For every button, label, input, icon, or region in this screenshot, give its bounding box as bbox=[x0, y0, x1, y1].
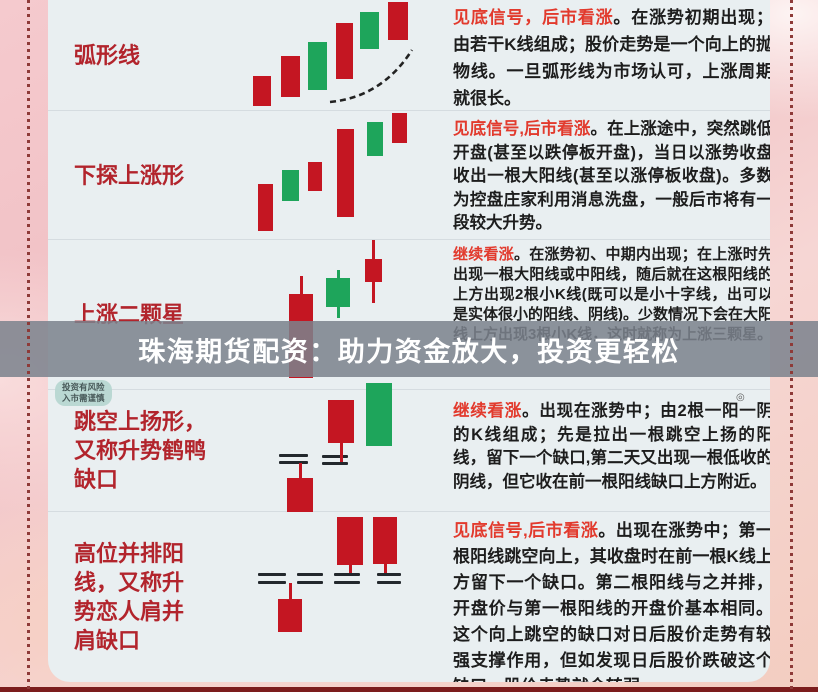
watermark-text: 珠海期货配资：助力资金放大，投资更轻松 bbox=[138, 336, 680, 367]
right-dotted-divider bbox=[790, 0, 793, 692]
candlestick-diagram bbox=[48, 512, 770, 682]
gap-marker-line bbox=[279, 461, 308, 464]
pattern-label-column: 下探上涨形 bbox=[48, 111, 238, 239]
gap-marker-line bbox=[334, 573, 360, 576]
gap-marker-line bbox=[279, 454, 308, 457]
gap-marker-line bbox=[322, 462, 348, 465]
red-candle bbox=[253, 76, 271, 106]
description-body: 。在涨势初期出现；由若干K线组成；股价走势是一个向上的抛物线。一旦弧形线为市场认… bbox=[453, 8, 770, 108]
pattern-label-column: 跳空上扬形，又称升势鹤鸭缺口 bbox=[48, 390, 238, 511]
red-candle bbox=[365, 259, 382, 282]
candlestick-diagram bbox=[48, 0, 770, 110]
signal-phrase: 继续看涨 bbox=[453, 402, 523, 420]
red-candle-wick bbox=[299, 276, 303, 294]
pattern-description: 见底信号,后市看涨。在上涨途中，突然跳低开盘(甚至以跌停板开盘)，当日以涨势收盘… bbox=[453, 118, 770, 236]
green-candle bbox=[326, 278, 350, 307]
pattern-name: 高位并排阳线，又称升势恋人肩并肩缺口 bbox=[74, 541, 185, 653]
bottom-border-bar bbox=[0, 687, 818, 692]
signal-phrase: 见底信号,后市看涨 bbox=[453, 120, 591, 138]
red-candle bbox=[281, 56, 300, 97]
gap-marker-line bbox=[258, 581, 286, 584]
gap-marker-line bbox=[377, 573, 401, 576]
green-candle bbox=[366, 383, 392, 446]
description-body: 。出现在涨势中；由2根一阳一阴的K线组成；先是拉出一根跳空上扬的阳线，留下一个缺… bbox=[453, 402, 770, 491]
description-body: 。出现在涨势中；第一根阳线跳空向上，其收盘时在前一根K线上方留下一个缺口。第二根… bbox=[453, 521, 770, 682]
risk-warning-line2: 入市需谨慎 bbox=[62, 393, 105, 404]
signal-phrase: 见底信号，后市看涨 bbox=[453, 8, 614, 27]
gap-marker-line bbox=[297, 573, 323, 576]
signal-phrase: 继续看涨 bbox=[453, 246, 514, 263]
red-candle bbox=[278, 599, 302, 632]
red-candle bbox=[388, 2, 408, 40]
red-candle-wick bbox=[298, 463, 302, 478]
pattern-name: 跳空上扬形，又称升势鹤鸭缺口 bbox=[74, 409, 207, 492]
pattern-name: 弧形线 bbox=[74, 42, 141, 68]
red-candle bbox=[287, 478, 313, 512]
green-candle bbox=[360, 12, 379, 49]
red-candle bbox=[328, 400, 354, 443]
pattern-row-probe-rise: 下探上涨形 见底信号,后市看涨。在上涨途中，突然跳低开盘(甚至以跌停板开盘)，当… bbox=[48, 111, 770, 240]
red-candle bbox=[337, 517, 363, 565]
green-candle-wick bbox=[336, 270, 340, 278]
red-candle-wick bbox=[372, 282, 375, 303]
left-dotted-divider bbox=[27, 0, 30, 692]
risk-warning-badge: 投资有风险 入市需谨慎 bbox=[55, 380, 112, 407]
red-candle bbox=[308, 162, 322, 191]
red-candle bbox=[258, 184, 273, 231]
annotation-mark: ◎ bbox=[736, 392, 745, 403]
pattern-label-column: 弧形线 bbox=[48, 0, 238, 110]
pattern-label-column: 高位并排阳线，又称升势恋人肩并肩缺口 bbox=[48, 512, 238, 682]
gap-marker-line bbox=[258, 573, 286, 576]
pattern-row-side-by-side: 高位并排阳线，又称升势恋人肩并肩缺口 见底信号,后市看涨。出现在涨势中；第一根阳… bbox=[48, 512, 770, 682]
trend-arc bbox=[329, 49, 414, 104]
pattern-description: 见底信号，后市看涨。在涨势初期出现；由若干K线组成；股价走势是一个向上的抛物线。… bbox=[453, 4, 770, 112]
gap-marker-line bbox=[322, 455, 348, 458]
green-candle-wick bbox=[336, 307, 340, 318]
pattern-description: 见底信号,后市看涨。出现在涨势中；第一根阳线跳空向上，其收盘时在前一根K线上方留… bbox=[453, 518, 770, 682]
gap-marker-line bbox=[334, 581, 360, 584]
signal-phrase: 见底信号,后市看涨 bbox=[453, 521, 599, 540]
watermark-banner: 珠海期货配资：助力资金放大，投资更轻松 bbox=[0, 321, 818, 377]
pattern-row-gap-up: 跳空上扬形，又称升势鹤鸭缺口 继续看涨。出现在涨势中；由2根一阳一阴的K线组成；… bbox=[48, 383, 770, 512]
description-body: 。在上涨途中，突然跳低开盘(甚至以跌停板开盘)，当日以涨势收盘收出一根大阳线(甚… bbox=[453, 120, 770, 232]
green-candle bbox=[367, 122, 383, 156]
red-candle-wick bbox=[348, 565, 352, 573]
red-candle bbox=[337, 129, 354, 217]
pattern-description: 继续看涨。出现在涨势中；由2根一阳一阴的K线组成；先是拉出一根跳空上扬的阳线，留… bbox=[453, 400, 770, 494]
gap-marker-line bbox=[377, 581, 401, 584]
pattern-name: 下探上涨形 bbox=[74, 162, 185, 188]
red-candle bbox=[392, 113, 407, 143]
red-candle-wick bbox=[339, 443, 343, 462]
red-candle-wick bbox=[288, 583, 292, 599]
green-candle bbox=[308, 42, 327, 90]
pattern-row-arc-line: 弧形线 见底信号，后市看涨。在涨势初期出现；由若干K线组成；股价走势是一个向上的… bbox=[48, 0, 770, 111]
red-candle-wick bbox=[383, 564, 387, 573]
red-candle bbox=[373, 517, 397, 564]
candlestick-diagram bbox=[48, 111, 770, 239]
red-candle-wick bbox=[372, 240, 375, 259]
green-candle bbox=[282, 170, 299, 201]
red-candle bbox=[336, 23, 353, 79]
candlestick-diagram bbox=[48, 383, 770, 512]
risk-warning-line1: 投资有风险 bbox=[62, 382, 105, 392]
gap-marker-line bbox=[297, 581, 323, 584]
